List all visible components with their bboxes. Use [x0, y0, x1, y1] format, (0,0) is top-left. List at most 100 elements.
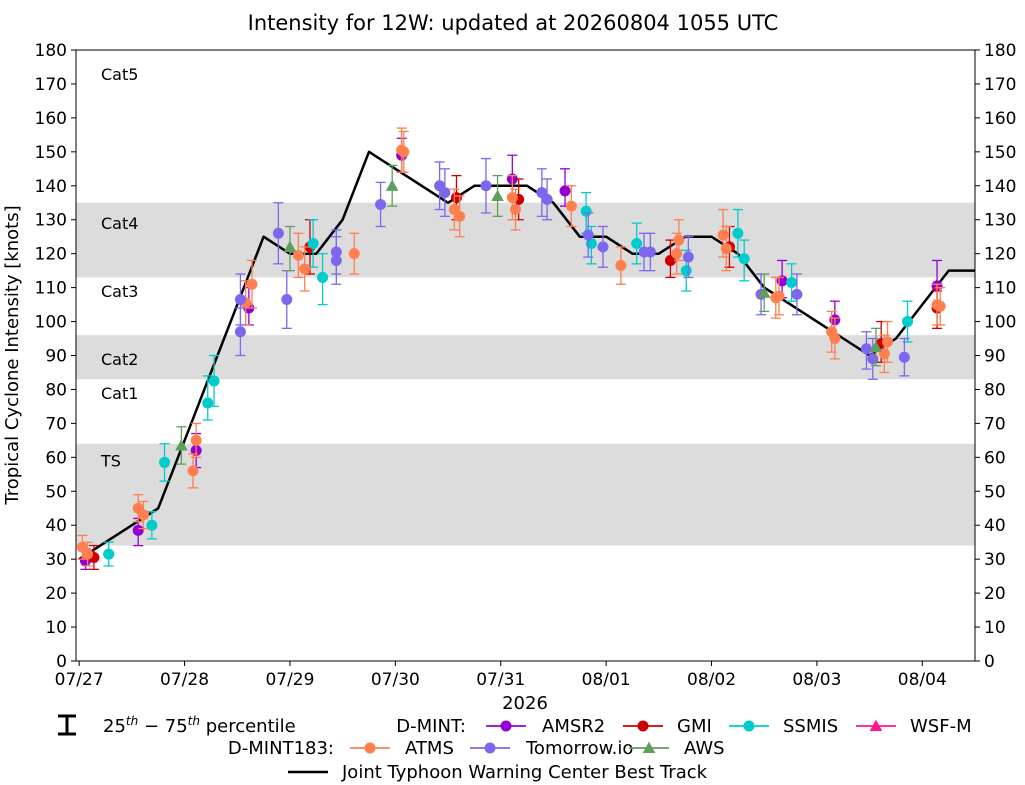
category-labels: TS Cat1 Cat2 Cat3 Cat4 Cat5	[100, 65, 138, 471]
amsr2-marker	[132, 524, 144, 536]
y-tick-label-right: 10	[984, 618, 1006, 638]
legend-swatch-marker	[869, 719, 883, 732]
ssmis-marker	[580, 205, 592, 217]
tomorrow-io-marker	[867, 353, 879, 365]
atms-point	[454, 195, 466, 238]
legend-swatch-marker	[364, 742, 376, 754]
y-tick-label: 70	[45, 414, 67, 434]
ssmis-marker	[208, 375, 220, 387]
tomorrow-io-marker	[860, 343, 872, 355]
ssmis-marker	[902, 316, 914, 328]
tomorrow-io-marker	[375, 198, 387, 210]
ssmis-marker	[732, 227, 744, 239]
atms-marker	[187, 465, 199, 477]
atms-point	[82, 541, 94, 567]
band-label-cat1: Cat1	[101, 384, 138, 403]
atms-point	[246, 259, 258, 309]
legend-swatch-marker	[637, 720, 649, 732]
best-track-line-group	[78, 150, 975, 561]
atms-marker	[717, 229, 729, 241]
atms-marker	[829, 333, 841, 345]
legend-entry-tomorrow-io: Tomorrow.io	[470, 738, 633, 759]
tomorrow-io-marker	[281, 293, 293, 305]
amsr2-point	[132, 517, 144, 547]
x-tick-label: 08/01	[582, 670, 631, 690]
tomorrow-io-marker	[480, 180, 492, 192]
tomorrow-io-marker	[682, 251, 694, 263]
y-tick-label: 60	[45, 448, 67, 468]
tomorrow-io-marker	[234, 293, 246, 305]
tomorrow-io-point	[234, 307, 246, 357]
tomorrow-io-point	[597, 225, 609, 268]
legend-entry-atms: ATMS	[350, 738, 454, 759]
legend-label-aws: AWS	[684, 738, 725, 759]
tomorrow-io-point	[480, 157, 492, 214]
y-tick-label: 160	[35, 109, 67, 129]
aws-marker	[757, 286, 771, 298]
atms-point	[615, 246, 627, 285]
x-tick-label: 08/02	[687, 670, 736, 690]
legend-entry-wsf-m: WSF-M	[856, 716, 972, 737]
tomorrow-io-point	[375, 181, 387, 228]
band-label-cat2: Cat2	[101, 350, 138, 369]
ssmis-point	[631, 222, 643, 265]
atms-point	[773, 276, 785, 316]
atms-point	[829, 317, 841, 360]
data-points	[76, 127, 946, 570]
band-label-cat3: Cat3	[101, 282, 138, 301]
y-tick-label: 170	[35, 75, 67, 95]
atms-marker	[137, 509, 149, 521]
x-tick-label: 07/31	[476, 670, 525, 690]
aws-point	[491, 174, 504, 217]
tomorrow-io-point	[330, 236, 342, 285]
atms-marker	[720, 243, 732, 255]
y-tick-label-right: 90	[984, 347, 1006, 367]
tomorrow-io-point	[439, 168, 451, 217]
tomorrow-io-point	[281, 269, 293, 329]
y-tick-label-right: 40	[984, 516, 1006, 536]
tomorrow-io-marker	[644, 246, 656, 258]
legend-label-wsf-m: WSF-M	[910, 716, 972, 737]
atms-marker	[934, 300, 946, 312]
best-track-line	[78, 150, 975, 561]
x-axis: 07/27 07/28 07/29 07/30 07/31 08/01 08/02 08/03…	[55, 661, 947, 690]
ssmis-marker	[103, 548, 115, 560]
aws-point	[385, 164, 399, 207]
legend-label-gmi: GMI	[677, 716, 712, 737]
y-tick-label: 180	[35, 41, 67, 61]
legend-entry-amsr2: AMSR2	[486, 716, 605, 737]
y-tick-label-right: 80	[984, 380, 1006, 400]
y-tick-label-right: 120	[984, 245, 1016, 265]
atms-point	[190, 422, 202, 458]
y-tick-label-right: 50	[984, 482, 1006, 502]
ssmis-marker	[159, 456, 171, 468]
legend-swatch-marker	[500, 720, 512, 732]
y-tick-label: 140	[35, 177, 67, 197]
tomorrow-io-marker	[791, 288, 803, 300]
tomorrow-io-point	[682, 236, 694, 279]
x-tick-label: 07/30	[371, 670, 420, 690]
tomorrow-io-marker	[582, 229, 594, 241]
y-axis-label: Tropical Cyclone Intensity [knots]	[2, 205, 23, 505]
x-tick-label: 08/04	[898, 670, 947, 690]
ssmis-marker	[786, 277, 798, 289]
ssmis-marker	[680, 265, 692, 277]
y-tick-label: 10	[45, 618, 67, 638]
x-tick-label: 07/28	[160, 670, 209, 690]
tomorrow-io-marker	[234, 326, 246, 338]
y-tick-label: 50	[45, 482, 67, 502]
y-axis-left: 0 10 20 30 40 50 60 70 80 90 100 110 120 130 140 150 160…	[35, 41, 76, 672]
atms-marker	[671, 248, 683, 260]
legend-label-tomorrow-io: Tomorrow.io	[525, 738, 633, 759]
aws-marker	[283, 240, 297, 252]
legend-entry-ssmis: SSMIS	[729, 716, 838, 737]
ssmis-marker	[738, 253, 750, 265]
y-tick-label-right: 130	[984, 211, 1016, 231]
category-bands	[76, 202, 975, 546]
y-tick-label-right: 180	[984, 41, 1016, 61]
y-tick-label: 130	[35, 211, 67, 231]
atms-marker	[82, 548, 94, 560]
legend-swatch-marker	[642, 741, 656, 754]
y-tick-label: 30	[45, 550, 67, 570]
x-axis-label: 2026	[502, 693, 548, 714]
